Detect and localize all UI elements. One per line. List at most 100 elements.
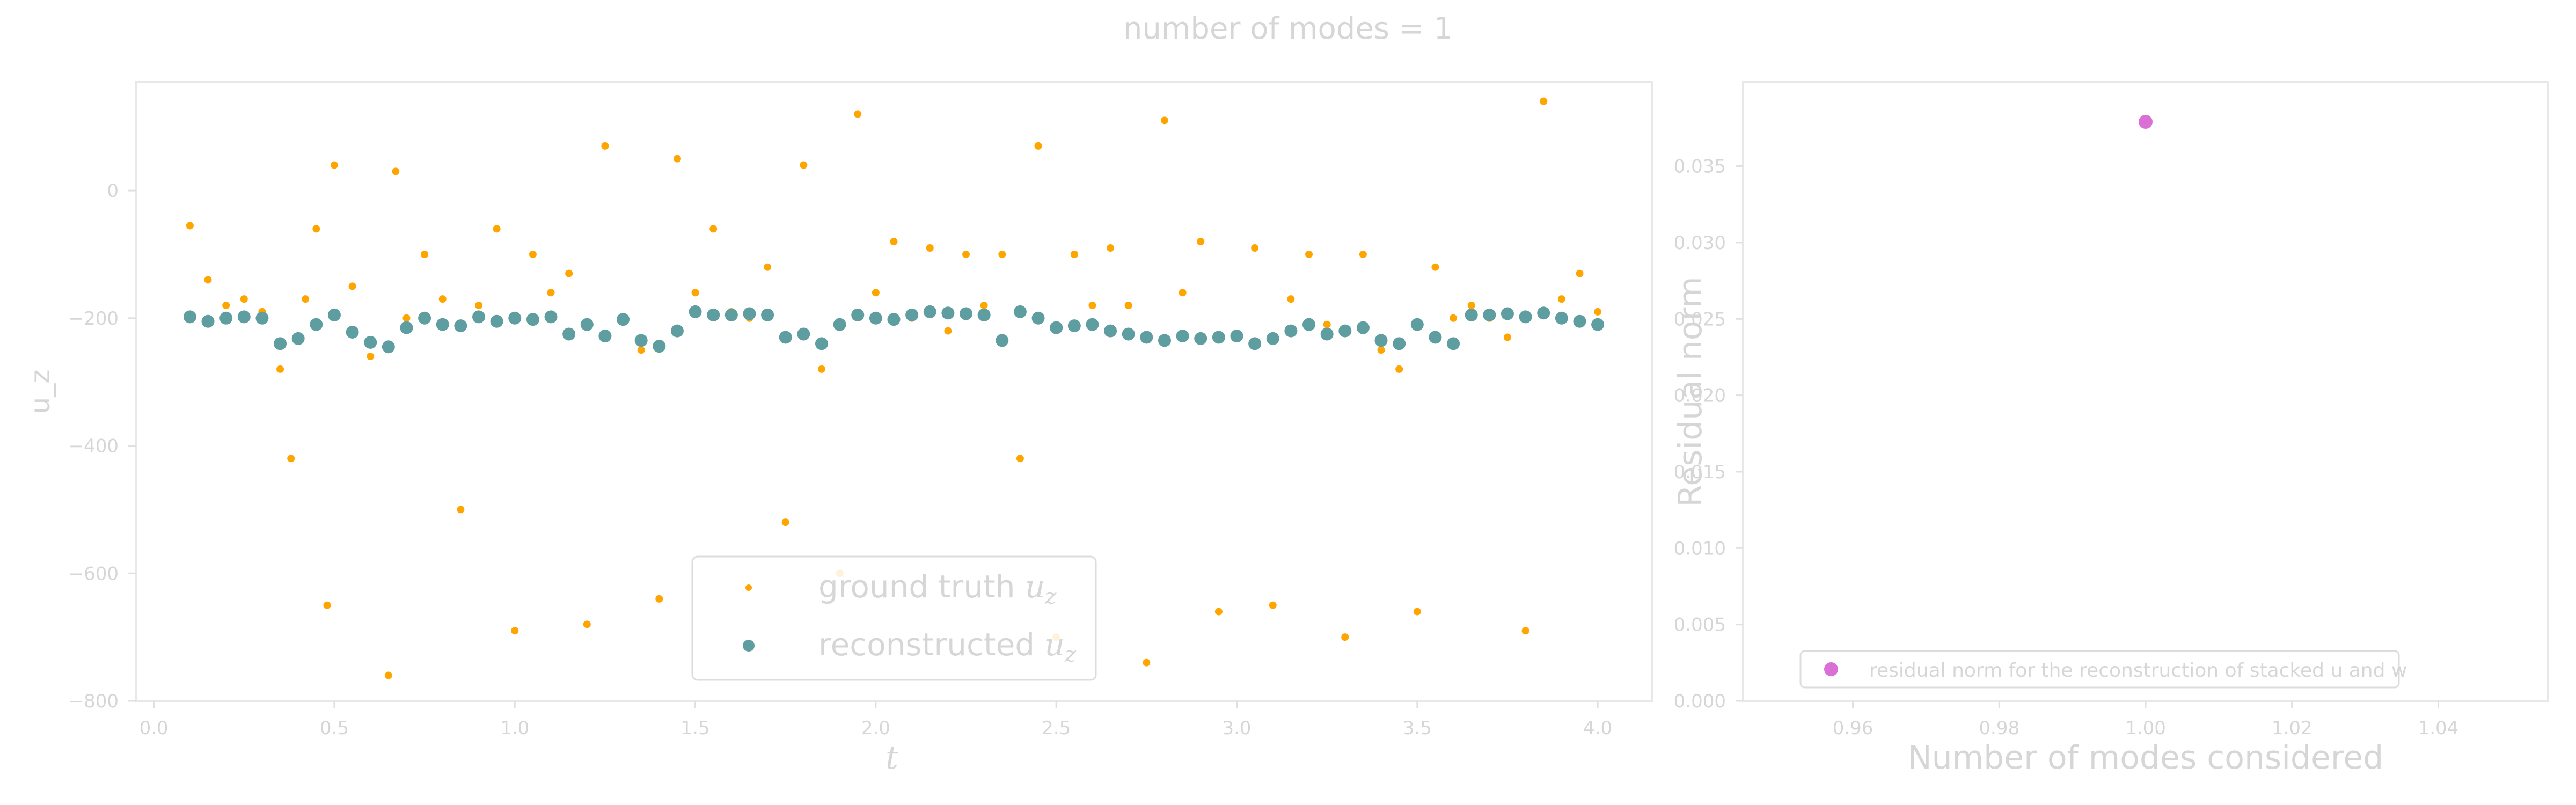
reconstructed-point	[905, 308, 919, 321]
ground-truth-point	[312, 225, 320, 233]
ground-truth-point	[1287, 295, 1295, 303]
ground-truth-point	[1377, 346, 1385, 354]
ground-truth-point	[854, 110, 862, 118]
ground-truth-point	[764, 263, 772, 271]
right-x-tick-label: 1.02	[2272, 718, 2312, 739]
ground-truth-point	[1450, 314, 1458, 322]
reconstructed-point	[1302, 318, 1316, 331]
reconstructed-point	[617, 313, 630, 326]
ground-truth-point	[204, 276, 212, 284]
reconstructed-point	[1483, 308, 1496, 321]
reconstructed-point	[1465, 308, 1478, 321]
reconstructed-point	[1410, 318, 1424, 331]
reconstructed-point	[472, 310, 485, 324]
reconstructed-point	[1212, 331, 1225, 344]
ground-truth-point	[1034, 142, 1042, 150]
reconstructed-point	[1031, 311, 1045, 325]
left-y-axis-label: u_z	[25, 370, 56, 414]
ground-truth-point	[186, 222, 194, 230]
reconstructed-point	[833, 318, 846, 331]
reconstructed-point	[310, 318, 323, 331]
left-x-tick-label: 1.0	[500, 718, 529, 739]
left-legend: ground truth uz reconstructed uz	[691, 555, 1097, 681]
reconstructed-point	[255, 311, 269, 325]
ground-truth-point	[276, 365, 284, 373]
ground-truth-point	[817, 365, 825, 373]
reconstructed-point	[1284, 324, 1298, 338]
reconstructed-point	[996, 334, 1009, 347]
ground-truth-point	[1503, 333, 1511, 341]
reconstructed-point	[887, 313, 901, 326]
right-y-tick-label: 0.015	[1674, 462, 1726, 483]
ground-truth-point	[1413, 608, 1421, 616]
right-y-tick-label: 0.030	[1674, 232, 1726, 254]
legend-marker-residual	[1824, 662, 1838, 676]
left-y-ticks: 0 −200 −400 −600 −800	[69, 180, 136, 712]
ground-truth-point	[601, 142, 609, 150]
reconstructed-point	[490, 314, 503, 328]
reconstructed-point	[960, 307, 973, 320]
ground-truth-point	[474, 302, 482, 310]
reconstructed-point	[1591, 318, 1605, 331]
left-y-tick-label: −800	[69, 691, 119, 712]
ground-truth-point	[1557, 295, 1565, 303]
reconstructed-point	[1393, 337, 1406, 350]
reconstructed-point	[977, 308, 991, 321]
ground-truth-point	[565, 269, 573, 277]
reconstructed-point	[327, 308, 341, 321]
right-x-axis-label: Number of modes considered	[1908, 739, 2384, 777]
left-x-tick-label: 0.5	[320, 718, 349, 739]
reconstructed-point	[400, 321, 413, 334]
reconstructed-point	[346, 325, 359, 339]
reconstructed-point	[544, 310, 558, 324]
ground-truth-point	[1540, 97, 1548, 105]
right-y-ticks: 0.000 0.005 0.010 0.015 0.020 0.025 0.030 0.035	[1674, 156, 1743, 712]
ground-truth-point	[392, 167, 400, 175]
reconstructed-point	[1537, 306, 1550, 320]
reconstructed-point	[201, 314, 215, 328]
ground-truth-point	[1269, 601, 1277, 609]
ground-truth-point	[926, 244, 934, 252]
reconstructed-point	[1230, 330, 1243, 343]
reconstructed-point	[1013, 305, 1027, 318]
ground-truth-point	[1016, 455, 1024, 463]
legend-marker-reconstructed	[743, 640, 755, 652]
residual-series	[2139, 115, 2153, 129]
reconstructed-point	[1248, 337, 1262, 350]
reconstructed-point	[1338, 324, 1352, 338]
reconstructed-point	[291, 332, 305, 345]
ground-truth-point	[493, 225, 501, 233]
left-x-tick-label: 4.0	[1583, 718, 1612, 739]
left-x-tick-label: 3.0	[1222, 718, 1251, 739]
left-y-tick-label: 0	[107, 180, 119, 202]
right-y-tick-label: 0.005	[1674, 614, 1726, 636]
reconstructed-point	[941, 306, 955, 320]
reconstructed-point	[1356, 321, 1370, 334]
left-plot-frame	[135, 81, 1653, 702]
ground-truth-point	[1214, 608, 1223, 616]
right-plot-frame	[1742, 81, 2549, 702]
left-x-tick-label: 0.0	[140, 718, 169, 739]
ground-truth-point	[998, 250, 1006, 258]
left-x-axis-label: t	[885, 739, 899, 777]
right-y-axis-label: Residual norm	[1672, 276, 1709, 507]
figure-title: number of modes = 1	[1123, 11, 1453, 46]
reconstructed-point	[923, 305, 936, 318]
ground-truth-point	[872, 289, 880, 297]
reconstructed-point	[1374, 334, 1388, 347]
reconstructed-point	[779, 331, 792, 344]
reconstructed-point	[815, 337, 828, 350]
ground-truth-point	[709, 225, 718, 233]
right-y-tick-label: 0.025	[1674, 309, 1726, 330]
reconstructed-point	[562, 327, 576, 341]
ground-truth-point	[1431, 263, 1439, 271]
right-legend: residual norm for the reconstruction of …	[1799, 650, 2407, 689]
reconstructed-point	[382, 340, 395, 354]
ground-truth-point	[1467, 302, 1475, 310]
legend-label-reconstructed: reconstructed uz	[818, 626, 1077, 667]
ground-truth-point	[1323, 320, 1331, 328]
right-x-tick-label: 1.00	[2125, 718, 2166, 739]
reconstructed-point	[797, 327, 810, 341]
ground-truth-point	[1070, 250, 1078, 258]
right-y-tick-label: 0.000	[1674, 691, 1726, 712]
